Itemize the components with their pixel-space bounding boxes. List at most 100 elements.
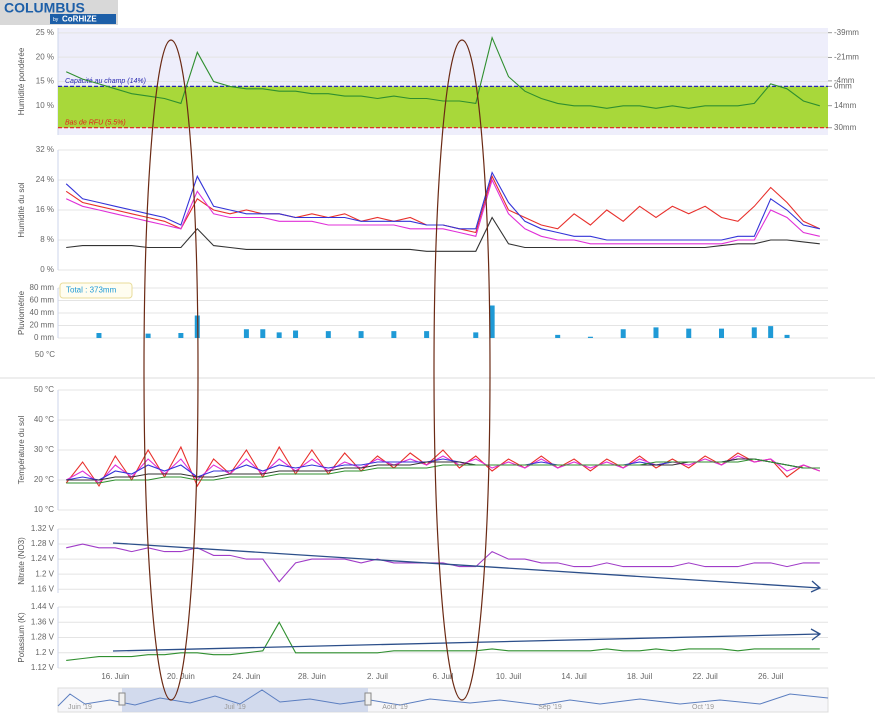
y-tick-label: 25 % bbox=[36, 28, 54, 37]
y-tick-label: 1.12 V bbox=[31, 663, 55, 672]
x-tick-label: 24. Juin bbox=[232, 672, 260, 681]
y-tick-label: 0 mm bbox=[34, 333, 54, 342]
logo-tag bbox=[50, 14, 116, 24]
y-tick-label: 80 mm bbox=[30, 283, 55, 292]
highlight-ellipse bbox=[143, 39, 199, 701]
navigator-label: Août '19 bbox=[382, 704, 408, 711]
brand-by: by bbox=[53, 17, 59, 23]
panel: Humidité pondérée 10 % 15 % 20 % 25 % Capacit… bbox=[17, 28, 859, 135]
navigator-handle[interactable] bbox=[364, 692, 372, 706]
x-tick-label: 2. Juil bbox=[367, 672, 388, 681]
y-axis-title: Pluviométrie bbox=[17, 290, 26, 335]
bar bbox=[768, 326, 774, 338]
y-tick-label: 8 % bbox=[40, 235, 54, 244]
panel: Pluviométrie 0 mm 20 mm 40 mm 60 mm 80 mm Tota… bbox=[17, 282, 828, 342]
y-tick-label: 1.2 V bbox=[35, 648, 54, 657]
x-tick-label: 16. Juin bbox=[101, 672, 129, 681]
y-tick-label: 60 mm bbox=[30, 296, 55, 305]
bar bbox=[489, 305, 495, 338]
bar bbox=[424, 331, 430, 338]
y-tick-label: 1.28 V bbox=[31, 539, 55, 548]
bar bbox=[293, 330, 299, 338]
bar bbox=[719, 328, 725, 338]
y-tick-label: 10 °C bbox=[34, 505, 54, 514]
y-tick-label: 32 % bbox=[36, 145, 54, 154]
bar bbox=[325, 331, 331, 338]
series-line bbox=[66, 621, 820, 661]
bar bbox=[276, 332, 282, 338]
bar bbox=[751, 327, 757, 338]
series-line bbox=[66, 458, 820, 484]
y2-tick-label: -21mm bbox=[834, 53, 859, 62]
x-tick-label: 22. Juil bbox=[692, 672, 718, 681]
y-tick-label: 1.28 V bbox=[31, 633, 55, 642]
highlight-ellipse bbox=[433, 39, 491, 701]
bar bbox=[653, 327, 659, 338]
panel: Température du sol 10 °C 20 °C 30 °C 40 °C 50… bbox=[17, 385, 828, 514]
navigator-selection[interactable] bbox=[122, 688, 368, 712]
y-axis-title: Humidité du sol bbox=[17, 182, 26, 237]
navigator: Juin '19 Juil '19 Août '19 Sep '19 Oct '19 bbox=[57, 687, 829, 713]
y-axis-title: Humidité pondérée bbox=[17, 47, 26, 115]
y2-tick-label: 30mm bbox=[834, 123, 857, 132]
brand-partner: CoRHIZE bbox=[62, 15, 97, 24]
trend-arrow bbox=[112, 628, 822, 652]
y-axis-title: Potassium (K) bbox=[17, 612, 26, 663]
x-tick-label: 28. Juin bbox=[298, 672, 326, 681]
y-tick-label: 1.16 V bbox=[31, 584, 55, 593]
y-tick-label: 20 mm bbox=[30, 321, 55, 330]
y-tick-label: 1.2 V bbox=[35, 569, 54, 578]
y-tick-label: 40 mm bbox=[30, 308, 55, 317]
y-tick-label: 20 °C bbox=[34, 475, 54, 484]
threshold-label: Bas de RFU (5.5%) bbox=[65, 120, 126, 127]
panel: Nitrate (NO3) 1.16 V 1.2 V 1.24 V 1.28 V 1.32… bbox=[17, 524, 828, 593]
y-tick-label: 50 °C bbox=[34, 385, 54, 394]
annotation: Total : 373mm bbox=[66, 286, 117, 295]
x-tick-label: 18. Juil bbox=[627, 672, 653, 681]
bar bbox=[587, 336, 593, 338]
bar bbox=[473, 332, 479, 338]
panel: Potassium (K) 1.12 V 1.2 V 1.28 V 1.36 V 1.44… bbox=[17, 602, 828, 681]
bar bbox=[686, 328, 692, 338]
y-tick-label: 16 % bbox=[36, 205, 54, 214]
y-tick-label: 30 °C bbox=[34, 445, 54, 454]
navigator-label: Juin '19 bbox=[68, 704, 92, 711]
bar bbox=[243, 329, 249, 338]
trend-arrow bbox=[112, 542, 822, 593]
x-tick-label: 6. Juil bbox=[433, 672, 454, 681]
threshold-label: Capacité au champ (14%) bbox=[65, 78, 146, 85]
y2-tick-label: -39mm bbox=[834, 28, 859, 37]
series-line bbox=[65, 35, 820, 109]
annotation-box bbox=[59, 282, 133, 299]
bar bbox=[391, 331, 397, 338]
bar bbox=[358, 331, 364, 338]
series-line bbox=[65, 455, 820, 484]
y-tick-label: 1.44 V bbox=[31, 602, 55, 611]
navigator-handle[interactable] bbox=[118, 692, 126, 706]
y-tick-label: 15 % bbox=[36, 77, 54, 86]
panel: Humidité du sol 0 % 8 % 16 % 24 % 32 % bbox=[17, 145, 828, 274]
navigator-label: Sep '19 bbox=[538, 704, 562, 711]
navigator-label: Oct '19 bbox=[692, 704, 714, 711]
bar bbox=[96, 333, 102, 338]
y-axis-title: Température du sol bbox=[17, 416, 26, 485]
y-tick-label: 24 % bbox=[36, 175, 54, 184]
series-line bbox=[65, 178, 820, 245]
ghost-label: 50 °C bbox=[35, 350, 55, 359]
y-tick-label: 20 % bbox=[36, 52, 54, 61]
y-tick-label: 10 % bbox=[36, 101, 54, 110]
y-tick-label: 40 °C bbox=[34, 415, 54, 424]
y-tick-label: 1.24 V bbox=[31, 554, 55, 563]
overlays bbox=[112, 39, 822, 701]
bar bbox=[784, 334, 790, 338]
y2-tick-label: 14mm bbox=[834, 101, 857, 110]
y-axis-title: Nitrate (NO3) bbox=[17, 537, 26, 585]
brand: COLUMBUS bbox=[4, 0, 85, 16]
y-tick-label: 1.36 V bbox=[31, 617, 55, 626]
y-tick-label: 0 % bbox=[40, 265, 54, 274]
series-line bbox=[65, 171, 820, 241]
bar bbox=[260, 329, 266, 338]
series-line bbox=[66, 543, 820, 583]
